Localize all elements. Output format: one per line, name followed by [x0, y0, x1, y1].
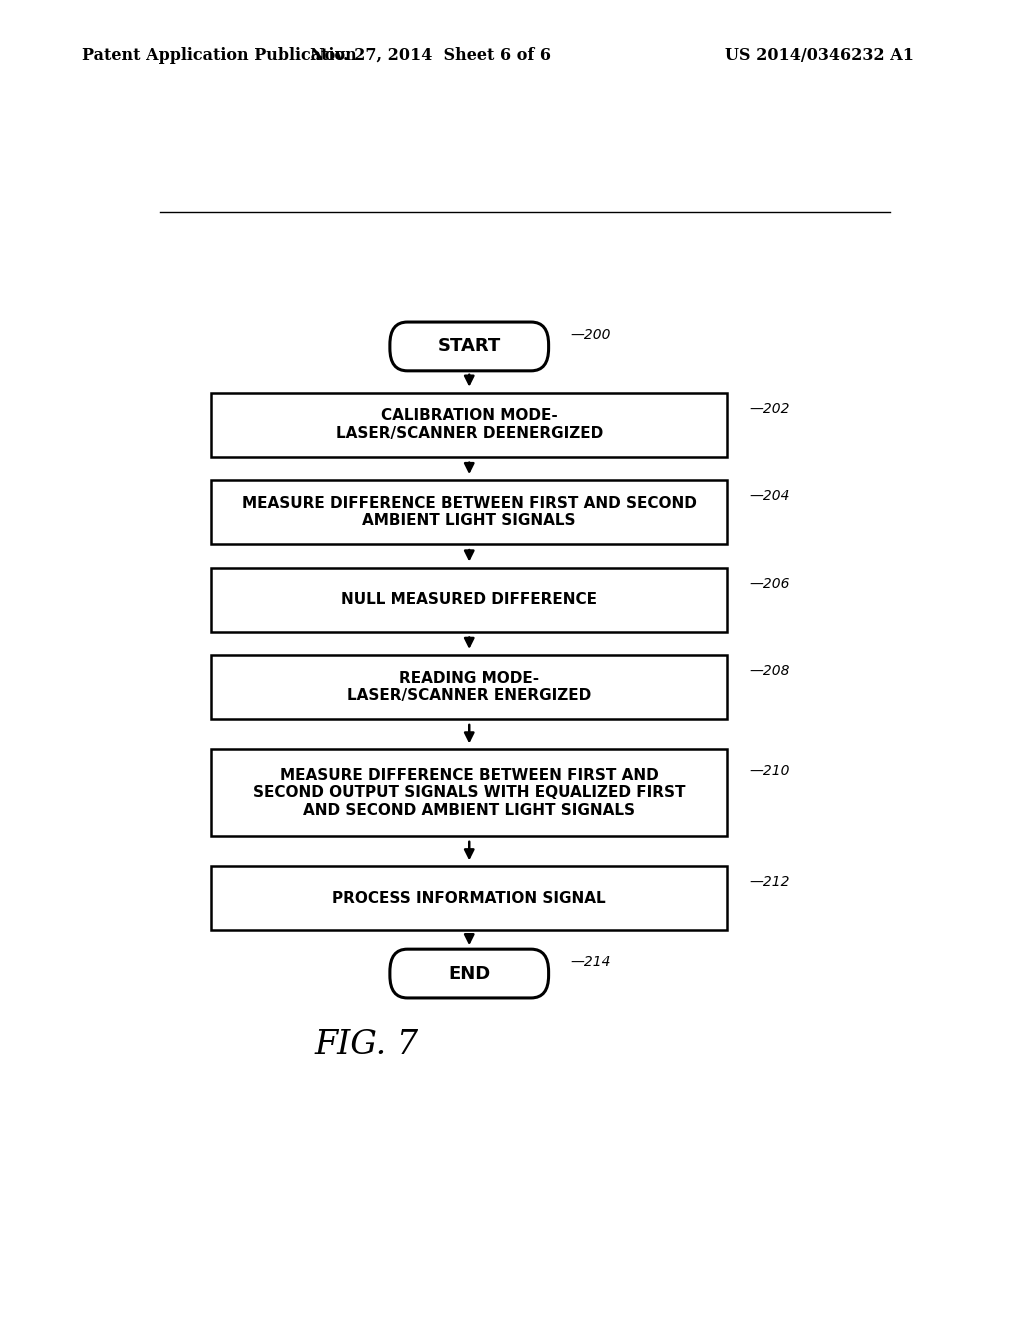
Text: —214: —214 [570, 956, 611, 969]
Text: —208: —208 [750, 664, 790, 678]
FancyBboxPatch shape [211, 480, 727, 544]
Text: FIG. 7: FIG. 7 [314, 1028, 418, 1061]
FancyBboxPatch shape [390, 322, 549, 371]
Text: —212: —212 [750, 875, 790, 890]
Text: START: START [437, 338, 501, 355]
Text: Patent Application Publication: Patent Application Publication [82, 48, 356, 63]
Text: —210: —210 [750, 764, 790, 777]
Text: —206: —206 [750, 577, 790, 590]
FancyBboxPatch shape [211, 392, 727, 457]
Text: MEASURE DIFFERENCE BETWEEN FIRST AND SECOND
AMBIENT LIGHT SIGNALS: MEASURE DIFFERENCE BETWEEN FIRST AND SEC… [242, 496, 696, 528]
Text: MEASURE DIFFERENCE BETWEEN FIRST AND
SECOND OUTPUT SIGNALS WITH EQUALIZED FIRST
: MEASURE DIFFERENCE BETWEEN FIRST AND SEC… [253, 768, 685, 817]
FancyBboxPatch shape [211, 750, 727, 836]
FancyBboxPatch shape [211, 655, 727, 719]
Text: CALIBRATION MODE-
LASER/SCANNER DEENERGIZED: CALIBRATION MODE- LASER/SCANNER DEENERGI… [336, 408, 603, 441]
Text: —204: —204 [750, 490, 790, 503]
Text: —202: —202 [750, 401, 790, 416]
Text: —200: —200 [570, 329, 611, 342]
FancyBboxPatch shape [390, 949, 549, 998]
FancyBboxPatch shape [211, 568, 727, 631]
Text: PROCESS INFORMATION SIGNAL: PROCESS INFORMATION SIGNAL [333, 891, 606, 906]
Text: READING MODE-
LASER/SCANNER ENERGIZED: READING MODE- LASER/SCANNER ENERGIZED [347, 671, 592, 704]
Text: US 2014/0346232 A1: US 2014/0346232 A1 [725, 48, 913, 63]
FancyBboxPatch shape [211, 866, 727, 931]
Text: END: END [449, 965, 490, 982]
Text: NULL MEASURED DIFFERENCE: NULL MEASURED DIFFERENCE [341, 591, 597, 607]
Text: Nov. 27, 2014  Sheet 6 of 6: Nov. 27, 2014 Sheet 6 of 6 [309, 48, 551, 63]
